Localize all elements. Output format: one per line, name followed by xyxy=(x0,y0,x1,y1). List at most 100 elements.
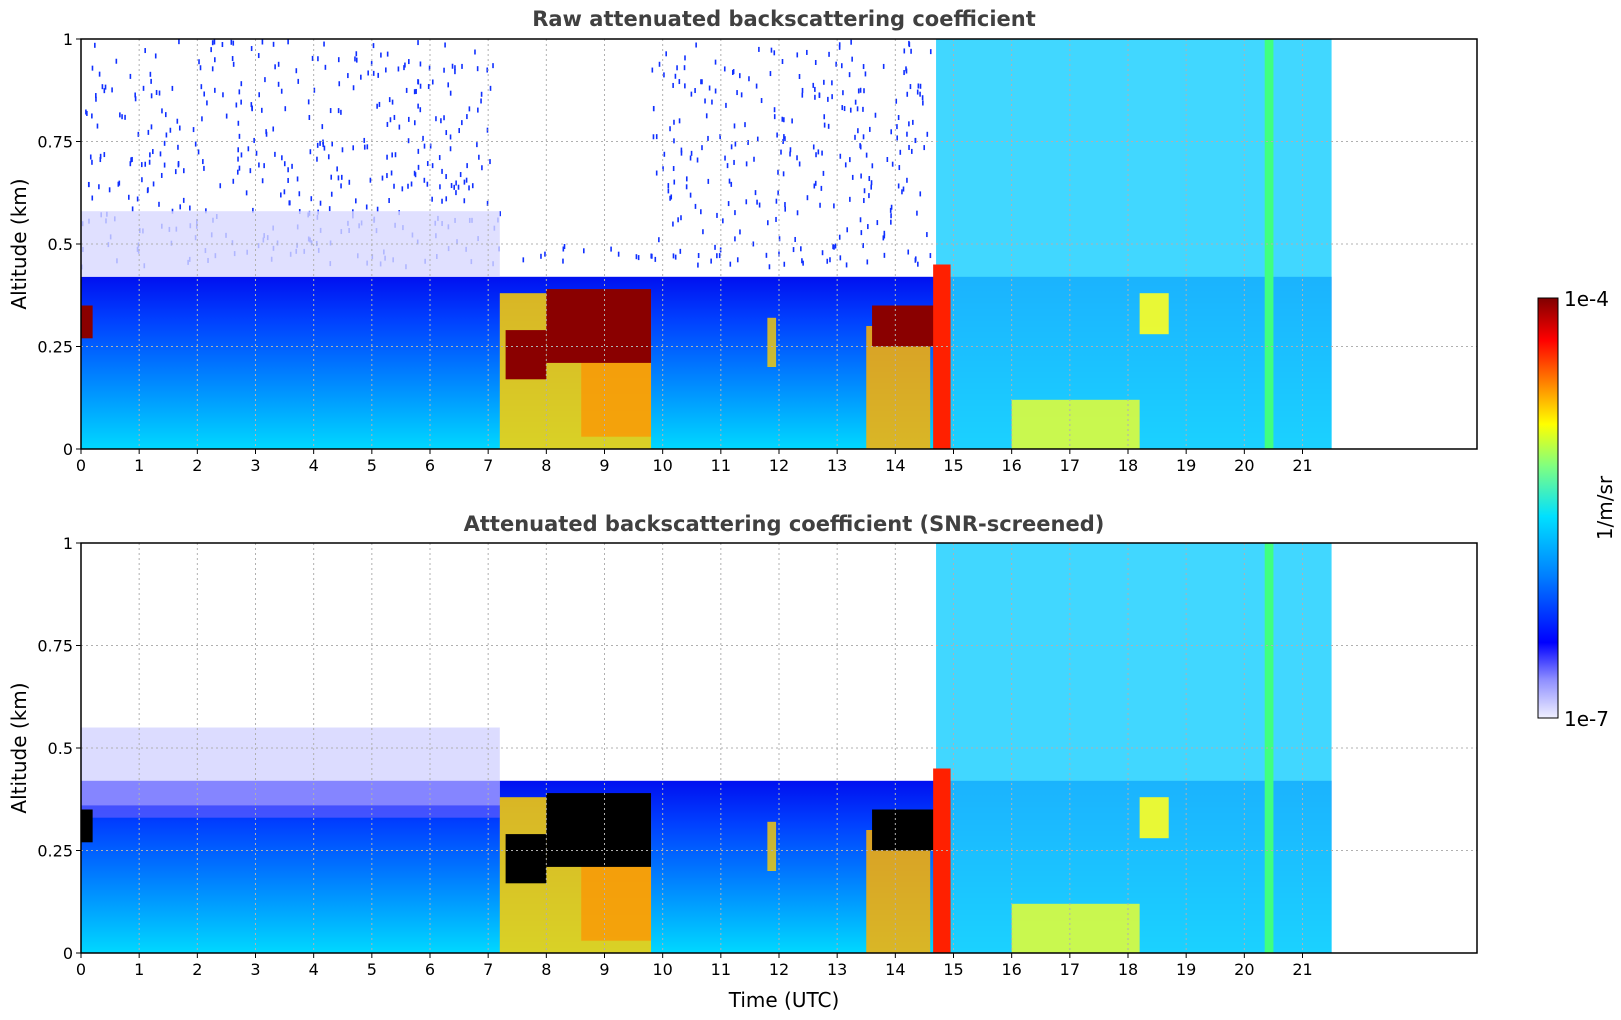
noise-speck xyxy=(860,173,862,179)
noise-speck xyxy=(673,179,676,185)
noise-speck xyxy=(163,162,166,168)
noise-speck xyxy=(147,187,149,193)
noise-speck xyxy=(130,157,132,163)
x-tick-label: 21 xyxy=(1292,456,1312,475)
noise-speck xyxy=(154,53,157,59)
noise-speck xyxy=(768,264,771,270)
noise-speck xyxy=(890,204,893,210)
noise-speck xyxy=(149,71,152,77)
noise-speck xyxy=(871,163,874,169)
noise-speck xyxy=(796,210,799,216)
noise-speck xyxy=(443,115,445,121)
noise-speck xyxy=(381,175,384,181)
noise-speck xyxy=(397,66,400,72)
noise-speck xyxy=(281,155,283,161)
x-tick-label: 2 xyxy=(192,960,202,979)
noise-speck xyxy=(650,253,653,259)
noise-speck xyxy=(729,261,732,267)
noise-speck xyxy=(689,192,692,198)
noise-speck xyxy=(906,177,908,183)
noise-speck xyxy=(463,198,466,204)
noise-speck xyxy=(868,176,871,182)
noise-speck xyxy=(734,210,736,216)
noise-speck xyxy=(405,87,408,93)
noise-speck xyxy=(95,93,97,99)
noise-speck xyxy=(782,138,784,144)
noise-speck xyxy=(253,137,255,143)
x-tick-label: 5 xyxy=(367,960,377,979)
noise-speck xyxy=(697,253,700,259)
dense-cloud xyxy=(872,305,937,347)
noise-speck xyxy=(895,98,898,104)
noise-speck xyxy=(801,258,803,264)
noise-speck xyxy=(897,115,900,121)
precipitation-streak xyxy=(933,768,951,953)
noise-speck xyxy=(449,146,452,152)
noise-speck xyxy=(701,145,703,151)
noise-speck xyxy=(896,135,898,141)
noise-speck xyxy=(297,78,300,84)
noise-speck xyxy=(923,145,926,151)
noise-speck xyxy=(307,99,310,105)
noise-speck xyxy=(783,134,785,140)
noise-speck xyxy=(461,63,463,69)
noise-speck xyxy=(544,251,546,257)
noise-speck xyxy=(679,248,682,254)
noise-speck xyxy=(669,126,671,132)
noise-speck xyxy=(316,156,318,162)
noise-speck xyxy=(380,52,382,58)
noise-speck xyxy=(440,118,442,124)
noise-speck xyxy=(431,163,434,169)
noise-speck xyxy=(319,200,322,206)
y-tick-label: 0 xyxy=(63,944,73,963)
noise-speck xyxy=(802,260,804,266)
noise-speck xyxy=(272,126,275,132)
noise-speck xyxy=(854,99,857,105)
x-tick-label: 15 xyxy=(943,960,963,979)
noise-speck xyxy=(322,142,325,148)
noise-speck xyxy=(265,131,268,137)
noise-speck xyxy=(685,176,688,182)
dense-cloud xyxy=(872,809,937,851)
noise-speck xyxy=(291,163,293,169)
noise-speck xyxy=(857,88,860,94)
noise-speck xyxy=(775,216,777,222)
noise-speck xyxy=(99,153,102,159)
noise-speck xyxy=(257,53,260,59)
noise-speck xyxy=(183,168,185,174)
noise-speck xyxy=(455,180,457,186)
noise-speck xyxy=(471,183,474,189)
noise-speck xyxy=(91,159,93,165)
noise-speck xyxy=(369,177,372,183)
dense-cloud xyxy=(505,330,547,380)
noise-speck xyxy=(929,49,932,55)
x-tick-label: 8 xyxy=(541,456,551,475)
noise-speck xyxy=(225,113,228,119)
noise-speck xyxy=(778,236,781,242)
noise-speck xyxy=(238,165,241,171)
colorbar-gradient xyxy=(1537,297,1559,719)
noise-speck xyxy=(296,176,299,182)
noise-speck xyxy=(158,90,161,96)
noise-speck xyxy=(801,87,804,93)
noise-speck xyxy=(700,79,702,85)
noise-speck xyxy=(694,88,696,94)
noise-speck xyxy=(237,147,239,153)
x-tick-label: 9 xyxy=(599,456,609,475)
noise-speck xyxy=(839,153,842,159)
noise-speck xyxy=(840,63,843,69)
noise-speck xyxy=(313,87,316,93)
noise-speck xyxy=(839,255,842,261)
x-tick-label: 17 xyxy=(1060,456,1080,475)
dense-cloud xyxy=(81,305,93,339)
noise-speck xyxy=(206,100,208,106)
noise-speck xyxy=(310,196,313,202)
noise-speck xyxy=(401,186,404,192)
noise-speck xyxy=(287,39,289,45)
noise-speck xyxy=(445,196,448,202)
noise-speck xyxy=(478,154,480,160)
noise-speck xyxy=(826,258,829,264)
noise-speck xyxy=(407,183,409,189)
noise-speck xyxy=(389,117,392,123)
noise-speck xyxy=(902,186,905,192)
